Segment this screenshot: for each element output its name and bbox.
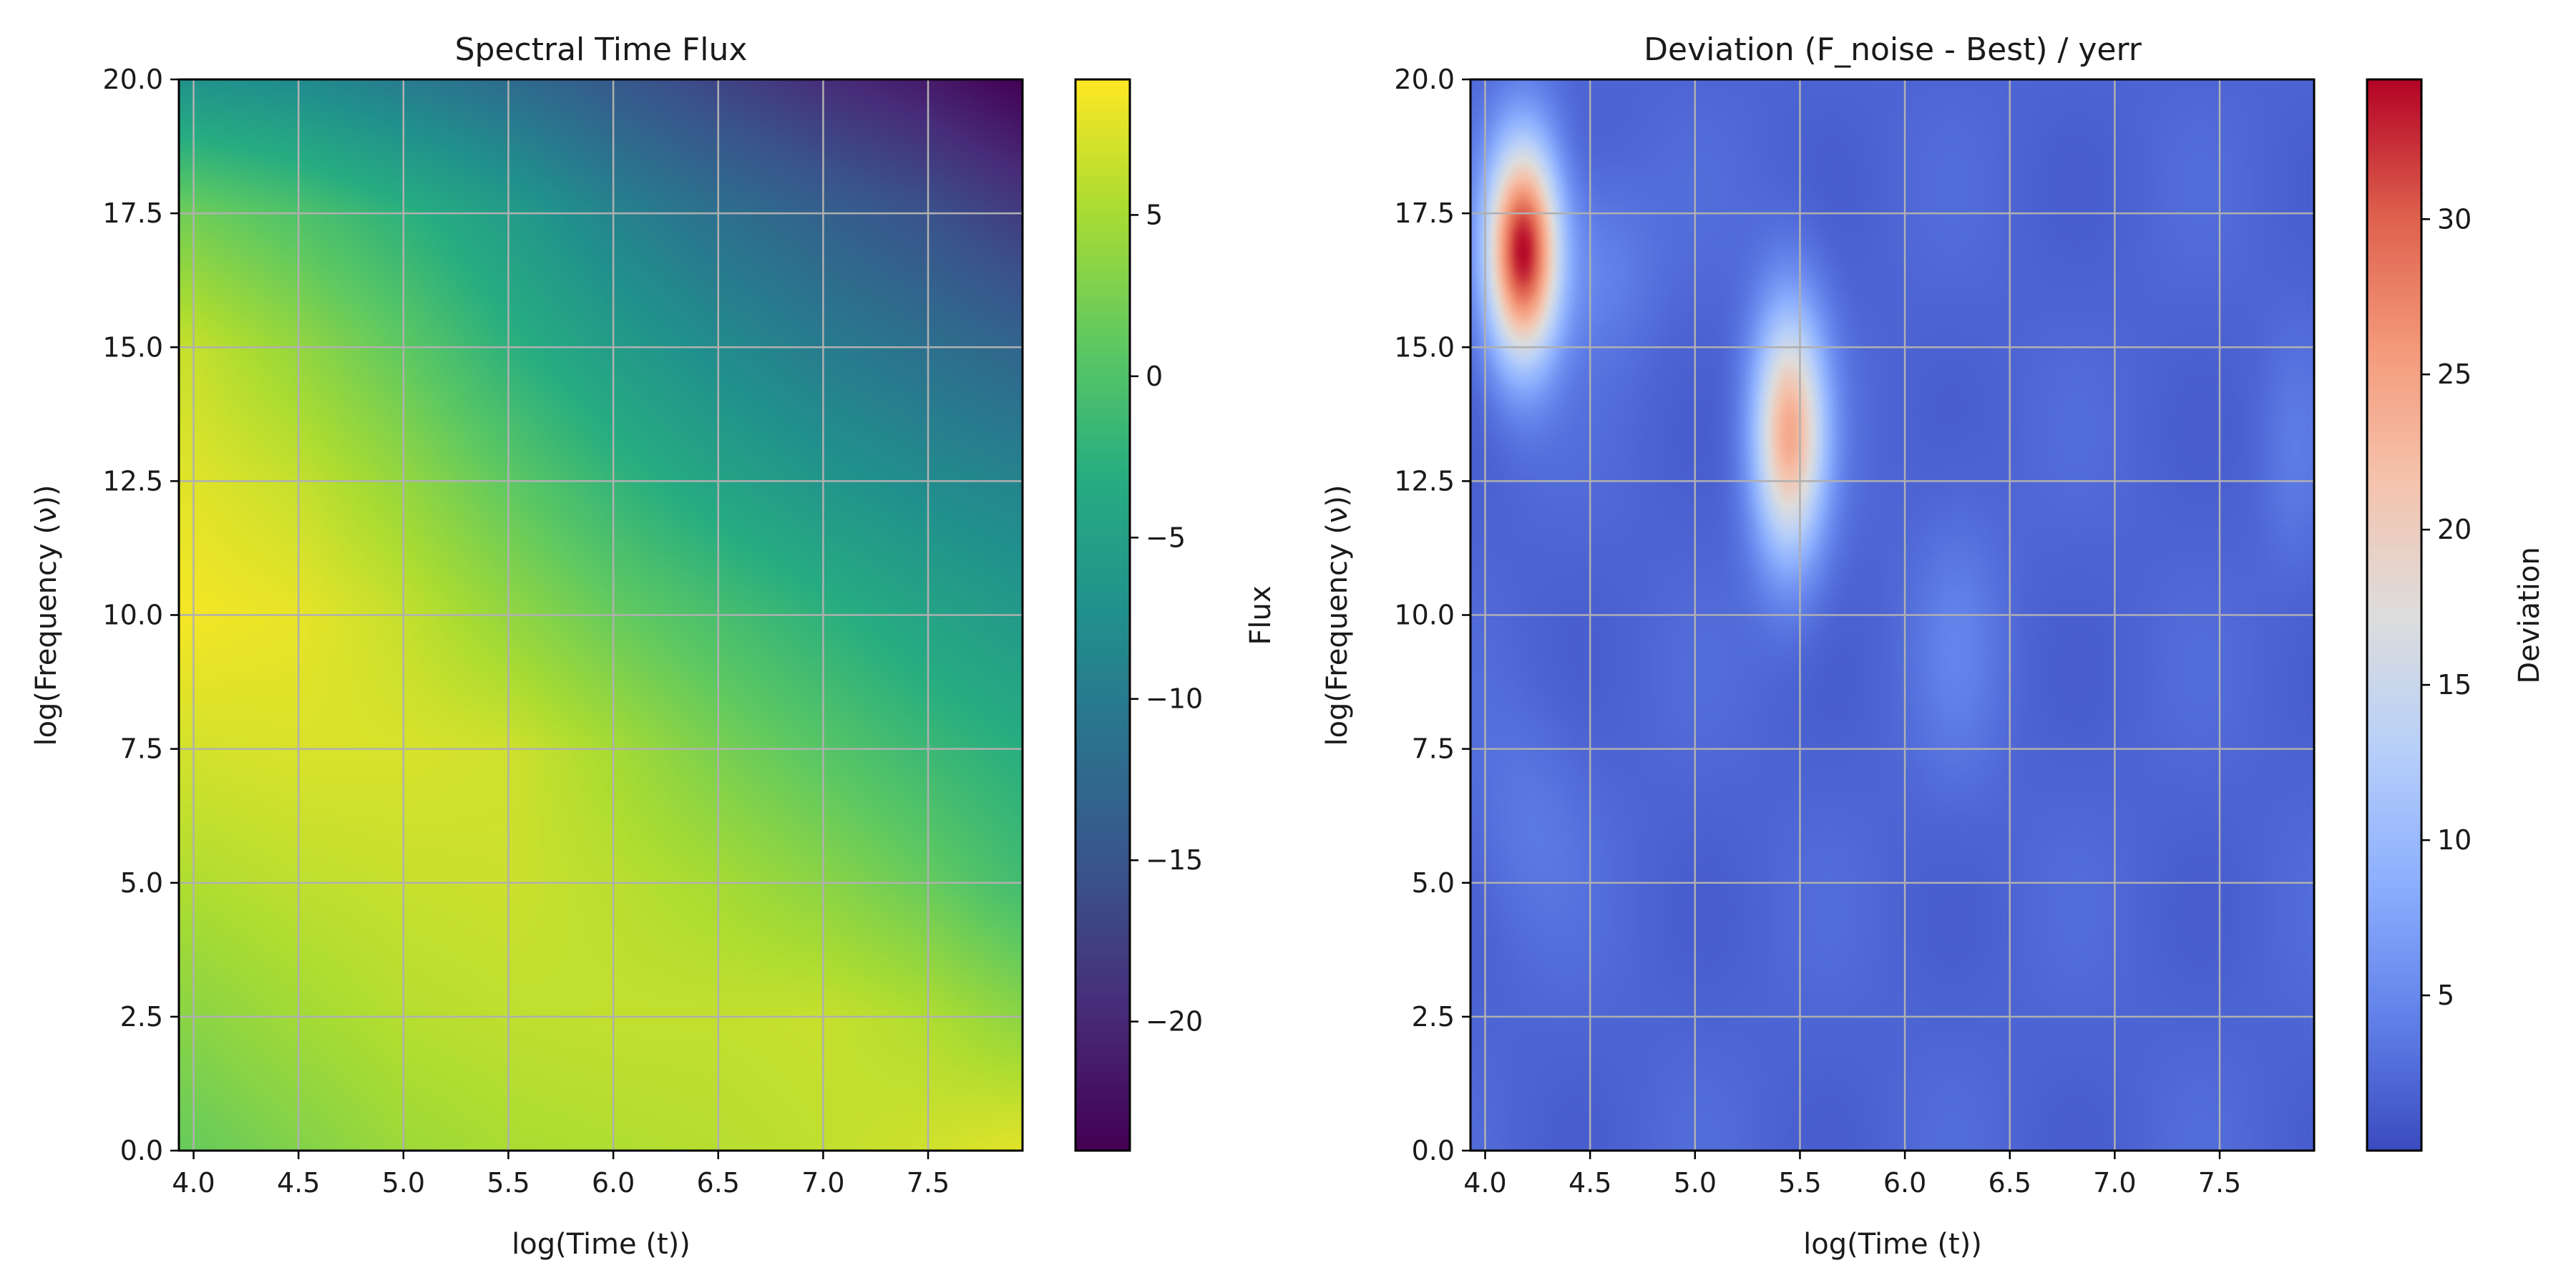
deviation-gridlines <box>1470 79 2314 1151</box>
flux-colorbar-tick-label: 5 <box>1146 199 1163 230</box>
deviation-chart-title: Deviation (F_noise - Best) / yerr <box>1644 31 2142 68</box>
deviation-y-tick-label: 15.0 <box>1394 331 1455 363</box>
flux-x-tick-label: 6.0 <box>592 1167 635 1199</box>
deviation-x-tick-label: 4.0 <box>1463 1167 1506 1199</box>
deviation-colorbar-tick-label: 30 <box>2437 203 2472 235</box>
flux-colorbar-tick-label: 0 <box>1146 361 1163 392</box>
flux-colorbar-ticks: 5 0 −5 −10 −15 −20 <box>1130 199 1203 1038</box>
deviation-colorbar-frame <box>2366 78 2423 1152</box>
flux-panel: Spectral Time Flux 4.0 4.5 5.0 5.5 6.0 6.5 7.0… <box>30 31 1277 1261</box>
flux-y-axis-label: log(Frequency (ν)) <box>30 484 63 746</box>
flux-x-tick-label: 4.0 <box>172 1167 215 1199</box>
deviation-y-axis-label: log(Frequency (ν)) <box>1321 484 1354 746</box>
flux-x-tick-label: 4.5 <box>277 1167 320 1199</box>
deviation-x-tick-label: 6.5 <box>1989 1167 2031 1199</box>
deviation-x-tick-label: 7.5 <box>2198 1167 2241 1199</box>
deviation-colorbar-label: Deviation <box>2513 547 2546 683</box>
deviation-x-tick-label: 4.5 <box>1568 1167 1611 1199</box>
flux-colorbar-frame <box>1074 78 1131 1152</box>
deviation-y-tick-label: 10.0 <box>1394 600 1455 631</box>
flux-x-ticks: 4.0 4.5 5.0 5.5 6.0 6.5 7.0 7.5 <box>172 1151 950 1199</box>
flux-y-ticks: 0.0 2.5 5.0 7.5 10.0 12.5 15.0 17.5 20.0 <box>102 64 179 1166</box>
deviation-colorbar <box>2367 79 2421 1151</box>
deviation-y-tick-label: 12.5 <box>1394 465 1455 497</box>
deviation-y-tick-label: 5.0 <box>1412 867 1455 899</box>
deviation-colorbar-tick-label: 15 <box>2437 669 2472 701</box>
flux-y-tick-label: 5.0 <box>120 867 163 899</box>
flux-y-tick-label: 2.5 <box>120 1001 163 1033</box>
flux-gridlines <box>179 79 1023 1151</box>
deviation-y-tick-label: 7.5 <box>1412 733 1455 765</box>
flux-chart-title: Spectral Time Flux <box>455 31 748 68</box>
deviation-x-tick-label: 5.0 <box>1674 1167 1717 1199</box>
deviation-y-tick-label: 17.5 <box>1394 197 1455 229</box>
flux-y-tick-label: 15.0 <box>102 331 163 363</box>
flux-colorbar-tick-label: −15 <box>1146 844 1203 876</box>
flux-y-tick-label: 17.5 <box>102 197 163 229</box>
deviation-x-tick-label: 7.0 <box>2093 1167 2136 1199</box>
deviation-colorbar-ticks: 5 10 15 20 25 30 <box>2421 203 2472 1011</box>
flux-x-tick-label: 5.5 <box>487 1167 530 1199</box>
deviation-x-tick-label: 5.5 <box>1778 1167 1821 1199</box>
deviation-y-tick-label: 0.0 <box>1412 1135 1455 1166</box>
flux-x-tick-label: 5.0 <box>382 1167 425 1199</box>
flux-y-tick-label: 12.5 <box>102 465 163 497</box>
flux-colorbar-tick-label: −20 <box>1146 1006 1203 1038</box>
flux-colorbar-tick-label: −5 <box>1146 522 1186 553</box>
deviation-colorbar-tick-label: 5 <box>2437 980 2454 1011</box>
flux-colorbar-label: Flux <box>1244 585 1277 645</box>
flux-y-tick-label: 7.5 <box>120 733 163 765</box>
flux-y-tick-label: 10.0 <box>102 600 163 631</box>
flux-x-tick-label: 6.5 <box>697 1167 740 1199</box>
flux-y-tick-label: 20.0 <box>102 64 163 95</box>
deviation-y-tick-label: 2.5 <box>1412 1001 1455 1033</box>
flux-colorbar <box>1075 79 1130 1151</box>
flux-x-tick-label: 7.0 <box>801 1167 844 1199</box>
deviation-colorbar-tick-label: 25 <box>2437 358 2472 390</box>
flux-colorbar-tick-label: −10 <box>1146 683 1203 715</box>
flux-x-tick-label: 7.5 <box>907 1167 950 1199</box>
flux-x-axis-label: log(Time (t)) <box>512 1228 691 1261</box>
deviation-colorbar-tick-label: 10 <box>2437 824 2472 856</box>
deviation-y-tick-label: 20.0 <box>1394 64 1455 95</box>
deviation-x-ticks: 4.0 4.5 5.0 5.5 6.0 6.5 7.0 7.5 <box>1463 1151 2241 1199</box>
deviation-x-axis-label: log(Time (t)) <box>1803 1228 1982 1261</box>
deviation-x-tick-label: 6.0 <box>1883 1167 1926 1199</box>
deviation-colorbar-tick-label: 20 <box>2437 514 2472 545</box>
deviation-panel: Deviation (F_noise - Best) / yerr 4.0 4.5… <box>1321 31 2546 1261</box>
flux-y-tick-label: 0.0 <box>120 1135 163 1166</box>
deviation-y-ticks: 0.0 2.5 5.0 7.5 10.0 12.5 15.0 17.5 20.0 <box>1394 64 1470 1166</box>
